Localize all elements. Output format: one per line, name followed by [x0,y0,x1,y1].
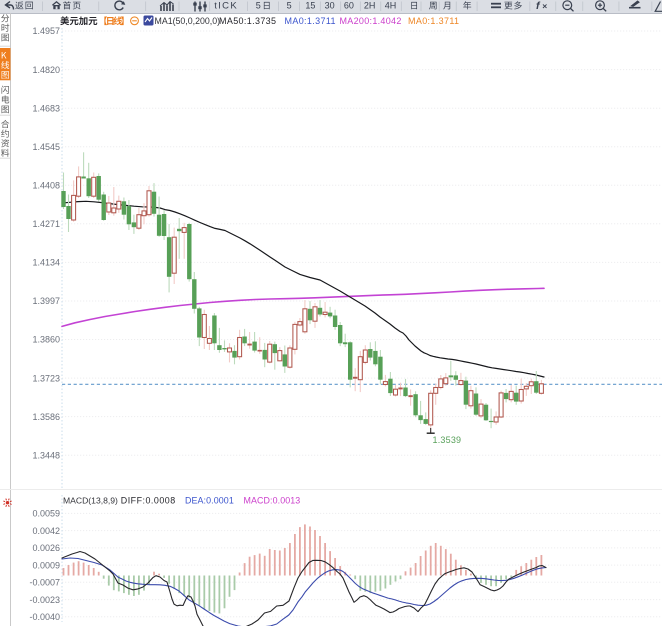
svg-text:1.4271: 1.4271 [32,219,60,229]
svg-text:1.4134: 1.4134 [32,258,60,268]
svg-text:1.3448: 1.3448 [32,450,60,460]
svg-text:MA50:1.3735: MA50:1.3735 [219,16,276,26]
svg-text:MA0:1.3711: MA0:1.3711 [285,16,336,26]
svg-text:1.3539: 1.3539 [433,435,462,445]
svg-text:MA200:1.4042: MA200:1.4042 [340,16,402,26]
svg-text:DEA:0.0001: DEA:0.0001 [185,495,234,505]
svg-text:60: 60 [344,0,354,10]
svg-text:5: 5 [256,0,261,10]
svg-text:0.0042: 0.0042 [32,526,60,536]
svg-text:1.4820: 1.4820 [32,65,60,75]
svg-text:1.3860: 1.3860 [32,335,60,345]
svg-text:MA1(50,0,200,0): MA1(50,0,200,0) [155,16,221,26]
svg-text:MACD:0.0013: MACD:0.0013 [244,495,301,505]
svg-text:1.4408: 1.4408 [32,181,60,191]
svg-text:15: 15 [305,0,315,10]
svg-text:×: × [542,1,547,11]
svg-text:4H: 4H [385,0,397,10]
svg-text:0.0059: 0.0059 [32,509,60,519]
svg-text:tICK: tICK [214,0,238,11]
svg-text:MACD(13,8,9): MACD(13,8,9) [63,495,118,505]
svg-text:DIFF:0.0008: DIFF:0.0008 [121,495,176,505]
svg-text:1.4683: 1.4683 [32,103,60,113]
svg-text:0.0009: 0.0009 [32,560,60,570]
svg-text:-0.0023: -0.0023 [29,595,60,605]
svg-text:1.4957: 1.4957 [32,26,60,36]
svg-text:5: 5 [287,0,292,10]
svg-text:0.0026: 0.0026 [32,543,60,553]
svg-text:MA0:1.3711: MA0:1.3711 [408,16,459,26]
svg-text:1.3723: 1.3723 [32,373,60,383]
svg-text:1.3997: 1.3997 [32,296,60,306]
svg-text:-0.0007: -0.0007 [29,578,60,588]
svg-text:f: f [536,0,541,12]
svg-text:-0.0040: -0.0040 [29,612,60,622]
svg-text:30: 30 [325,0,335,10]
svg-text:2H: 2H [364,0,376,10]
svg-text:1.3586: 1.3586 [32,412,60,422]
svg-text:1.4545: 1.4545 [32,142,60,152]
